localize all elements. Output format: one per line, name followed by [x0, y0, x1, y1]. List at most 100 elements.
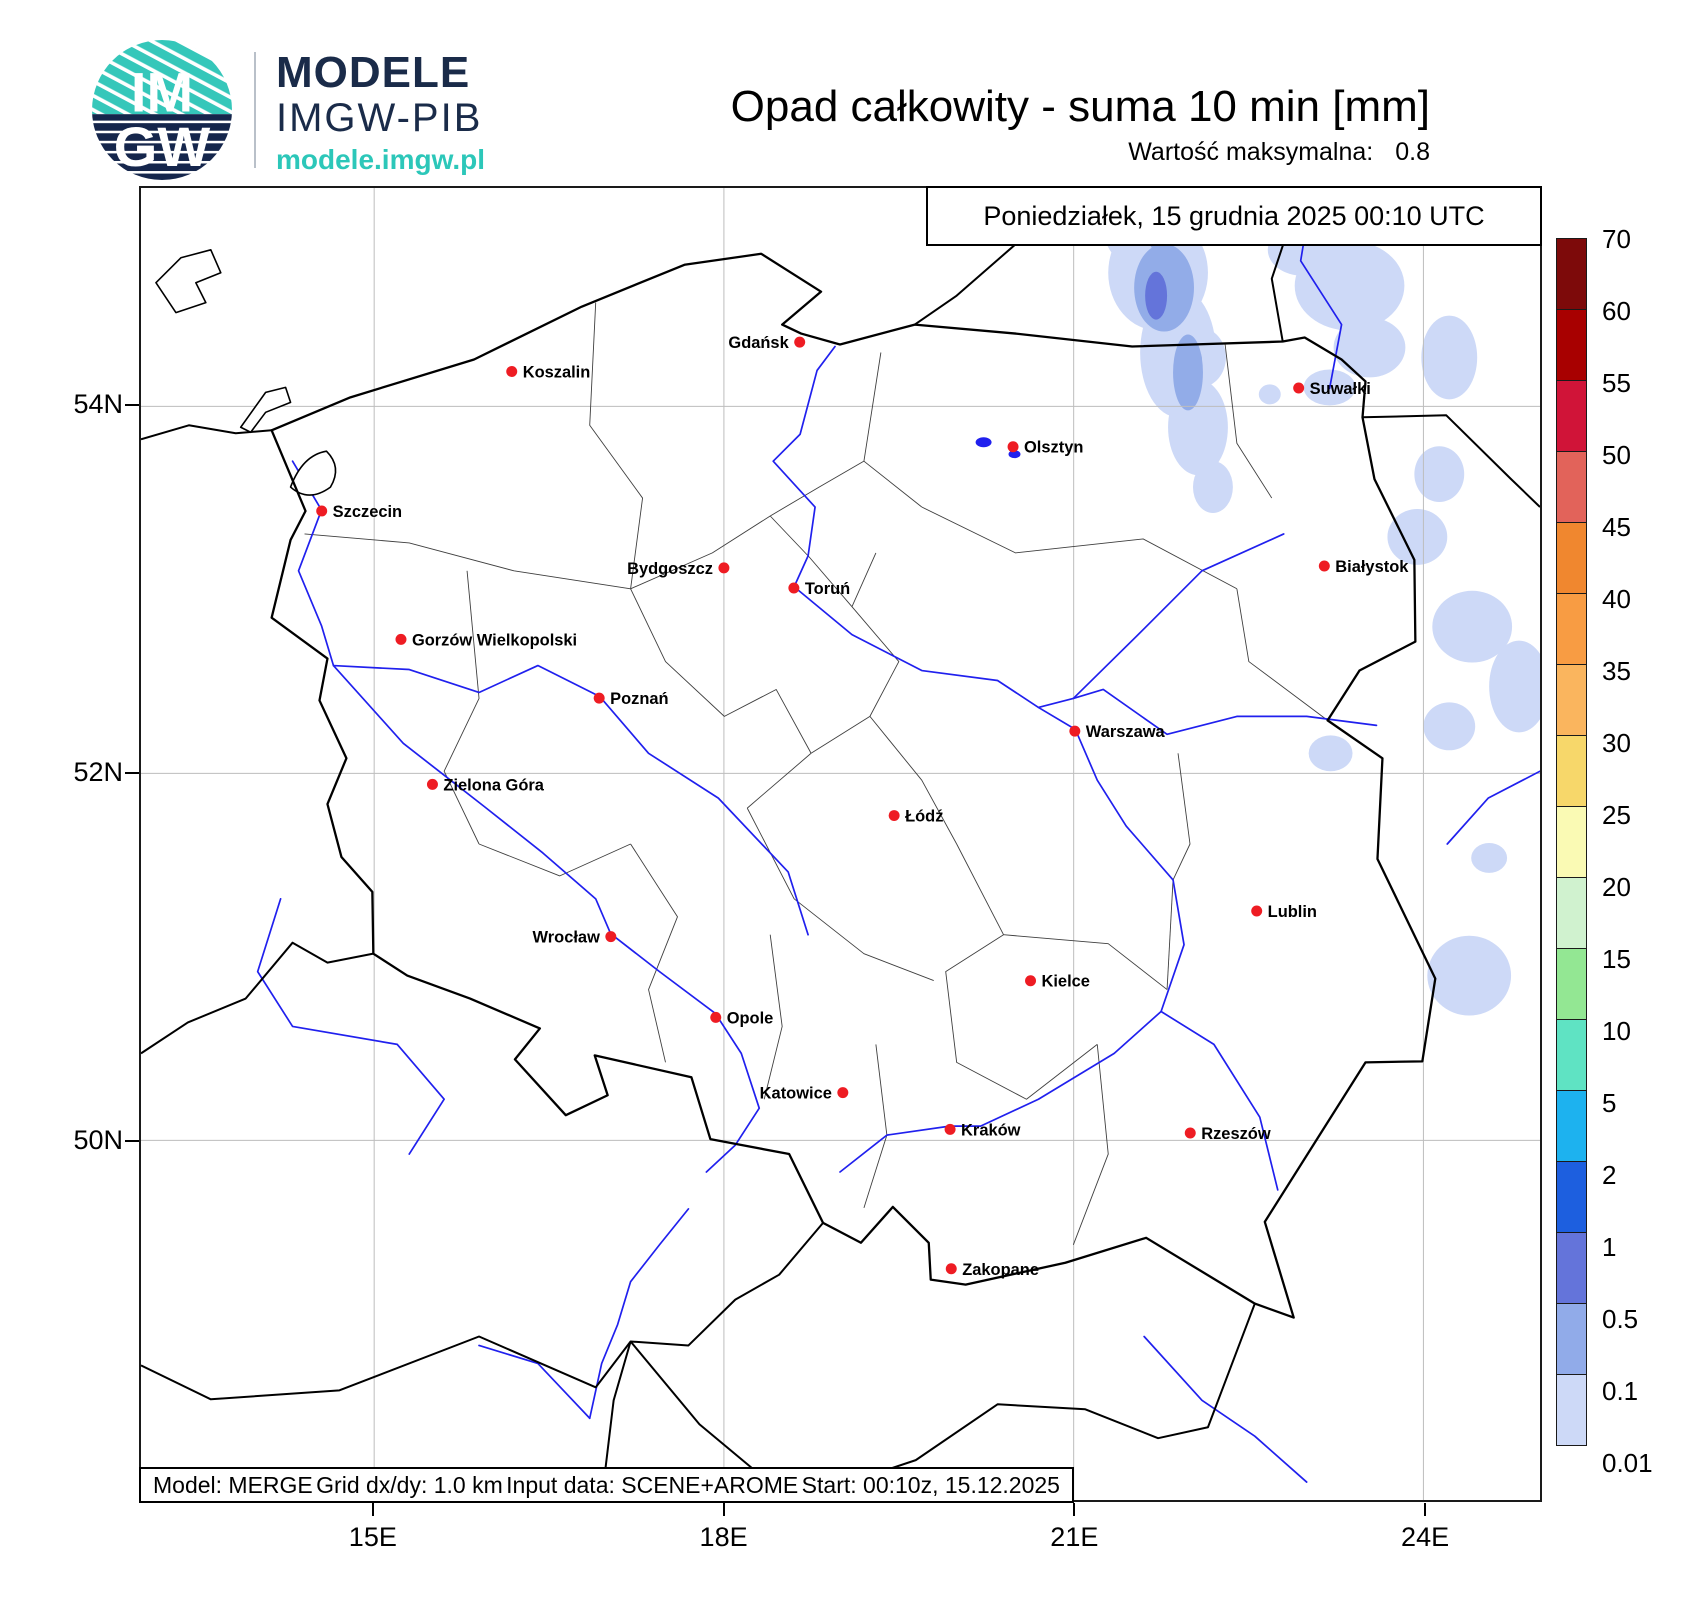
- city-label: Kielce: [1041, 973, 1089, 991]
- colorbar-segment: [1556, 735, 1587, 807]
- voivodeship-borders: [304, 302, 1328, 1245]
- colorbar-segment: [1556, 664, 1587, 736]
- colorbar-segment: [1556, 948, 1587, 1020]
- colorbar-tick-label: 30: [1602, 728, 1631, 758]
- colorbar-tick-label: 70: [1602, 224, 1631, 254]
- logo-text-im: IM: [131, 60, 193, 123]
- city-marker: Zakopane: [945, 1261, 1039, 1279]
- city-label: Kraków: [961, 1121, 1021, 1139]
- logo-text-gw: GW: [114, 115, 211, 178]
- max-value: 0.8: [1395, 138, 1430, 166]
- colorbar-tick-label: 25: [1602, 800, 1631, 830]
- colorbar-tick-label: 40: [1602, 584, 1631, 614]
- city-label: Poznań: [610, 690, 668, 708]
- imgw-logo: IM GW: [92, 40, 232, 180]
- max-value-label: Wartość maksymalna:: [1128, 138, 1374, 166]
- city-dot: [794, 336, 806, 348]
- colorbar-tick-label: 0.5: [1602, 1304, 1639, 1334]
- city-label: Białystok: [1335, 558, 1409, 576]
- colorbar-segment: [1556, 380, 1587, 452]
- grid-resolution: Grid dx/dy: 1.0 km: [316, 1471, 503, 1498]
- lon-tick-mark: [722, 1503, 725, 1516]
- city-marker: Gorzów Wielkopolski: [395, 631, 577, 649]
- city-marker: Opole: [710, 1009, 773, 1027]
- colorbar: [1556, 238, 1587, 1446]
- city-label: Katowice: [760, 1085, 832, 1103]
- lon-tick-mark: [371, 1503, 374, 1516]
- colorbar-tick-label: 45: [1602, 512, 1631, 542]
- city-dot: [888, 810, 900, 822]
- city-dot: [718, 562, 730, 574]
- city-dot: [1069, 725, 1081, 737]
- colorbar-tick-label: 0.01: [1602, 1448, 1653, 1478]
- city-label: Warszawa: [1086, 723, 1166, 741]
- colorbar-segment: [1556, 1161, 1587, 1233]
- lon-tick-label: 18E: [699, 1522, 748, 1552]
- colorbar-segment: [1556, 309, 1587, 381]
- brand-block: MODELE IMGW-PIB modele.imgw.pl: [276, 50, 485, 178]
- city-marker: Olsztyn: [1007, 439, 1083, 457]
- lat-tick-mark: [125, 772, 139, 775]
- city-dot: [316, 505, 328, 517]
- city-label: Wrocław: [533, 929, 601, 947]
- city-markers: Szczecin Koszalin Gdańsk Suwałki Olsztyn Biał…: [316, 334, 1409, 1279]
- colorbar-tick-label: 0.1: [1602, 1376, 1639, 1406]
- city-dot: [426, 778, 438, 790]
- city-dot: [395, 633, 407, 645]
- city-dot: [593, 692, 605, 704]
- city-label: Rzeszów: [1201, 1125, 1271, 1143]
- city-dot: [1318, 560, 1330, 572]
- colorbar-tick-label: 10: [1602, 1016, 1631, 1046]
- colorbar-segment: [1556, 1232, 1587, 1304]
- city-marker: Białystok: [1318, 558, 1409, 576]
- lon-tick-mark: [1424, 1503, 1427, 1516]
- colorbar-tick-label: 60: [1602, 296, 1631, 326]
- colorbar-segment: [1556, 593, 1587, 665]
- city-marker: Kraków: [944, 1121, 1021, 1139]
- city-dot: [945, 1263, 957, 1275]
- city-label: Toruń: [805, 580, 850, 598]
- city-marker: Rzeszów: [1184, 1125, 1271, 1143]
- lat-tick-label: 50N: [73, 1125, 123, 1156]
- city-marker: Wrocław: [533, 929, 617, 947]
- city-label: Olsztyn: [1024, 439, 1083, 457]
- colorbar-tick-label: 55: [1602, 368, 1631, 398]
- city-label: Bydgoszcz: [627, 560, 713, 578]
- city-label: Gdańsk: [728, 334, 789, 352]
- lon-tick-mark: [1073, 1503, 1076, 1516]
- colorbar-segment: [1556, 1019, 1587, 1091]
- city-label: Gorzów Wielkopolski: [412, 631, 577, 649]
- lon-tick-label: 24E: [1401, 1522, 1450, 1552]
- city-label: Zakopane: [962, 1261, 1039, 1279]
- colorbar-tick-label: 1: [1602, 1232, 1617, 1262]
- brand-institute: IMGW-PIB: [276, 96, 483, 140]
- city-dot: [1007, 441, 1019, 453]
- city-marker: Koszalin: [506, 363, 590, 381]
- colorbar-segment: [1556, 1374, 1587, 1446]
- map-frame: Szczecin Koszalin Gdańsk Suwałki Olsztyn Biał…: [139, 186, 1542, 1502]
- colorbar-segment: [1556, 451, 1587, 523]
- lat-tick-label: 52N: [73, 757, 123, 788]
- precipitation-patches: [1104, 193, 1540, 1016]
- lat-tick-mark: [125, 404, 139, 407]
- city-label: Lublin: [1268, 903, 1317, 921]
- colorbar-tick-label: 5: [1602, 1088, 1617, 1118]
- poland-border: [270, 252, 1437, 1319]
- city-dot: [837, 1087, 849, 1099]
- lon-tick-label: 21E: [1050, 1522, 1099, 1552]
- brand-url: modele.imgw.pl: [276, 144, 485, 175]
- colorbar-segment: [1556, 522, 1587, 594]
- lat-tick-label: 54N: [73, 389, 123, 420]
- city-marker: Łódź: [888, 808, 943, 826]
- city-dot: [1025, 975, 1037, 987]
- city-marker: Katowice: [760, 1085, 849, 1103]
- city-label: Opole: [727, 1009, 774, 1027]
- colorbar-segment: [1556, 806, 1587, 878]
- colorbar-tick-label: 35: [1602, 656, 1631, 686]
- colorbar-tick-label: 2: [1602, 1160, 1617, 1190]
- poland-precipitation-map: Szczecin Koszalin Gdańsk Suwałki Olsztyn Biał…: [141, 188, 1540, 1500]
- page-title: Opad całkowity - suma 10 min [mm]: [730, 82, 1430, 131]
- city-label: Zielona Góra: [443, 776, 544, 794]
- city-dot: [1184, 1127, 1196, 1139]
